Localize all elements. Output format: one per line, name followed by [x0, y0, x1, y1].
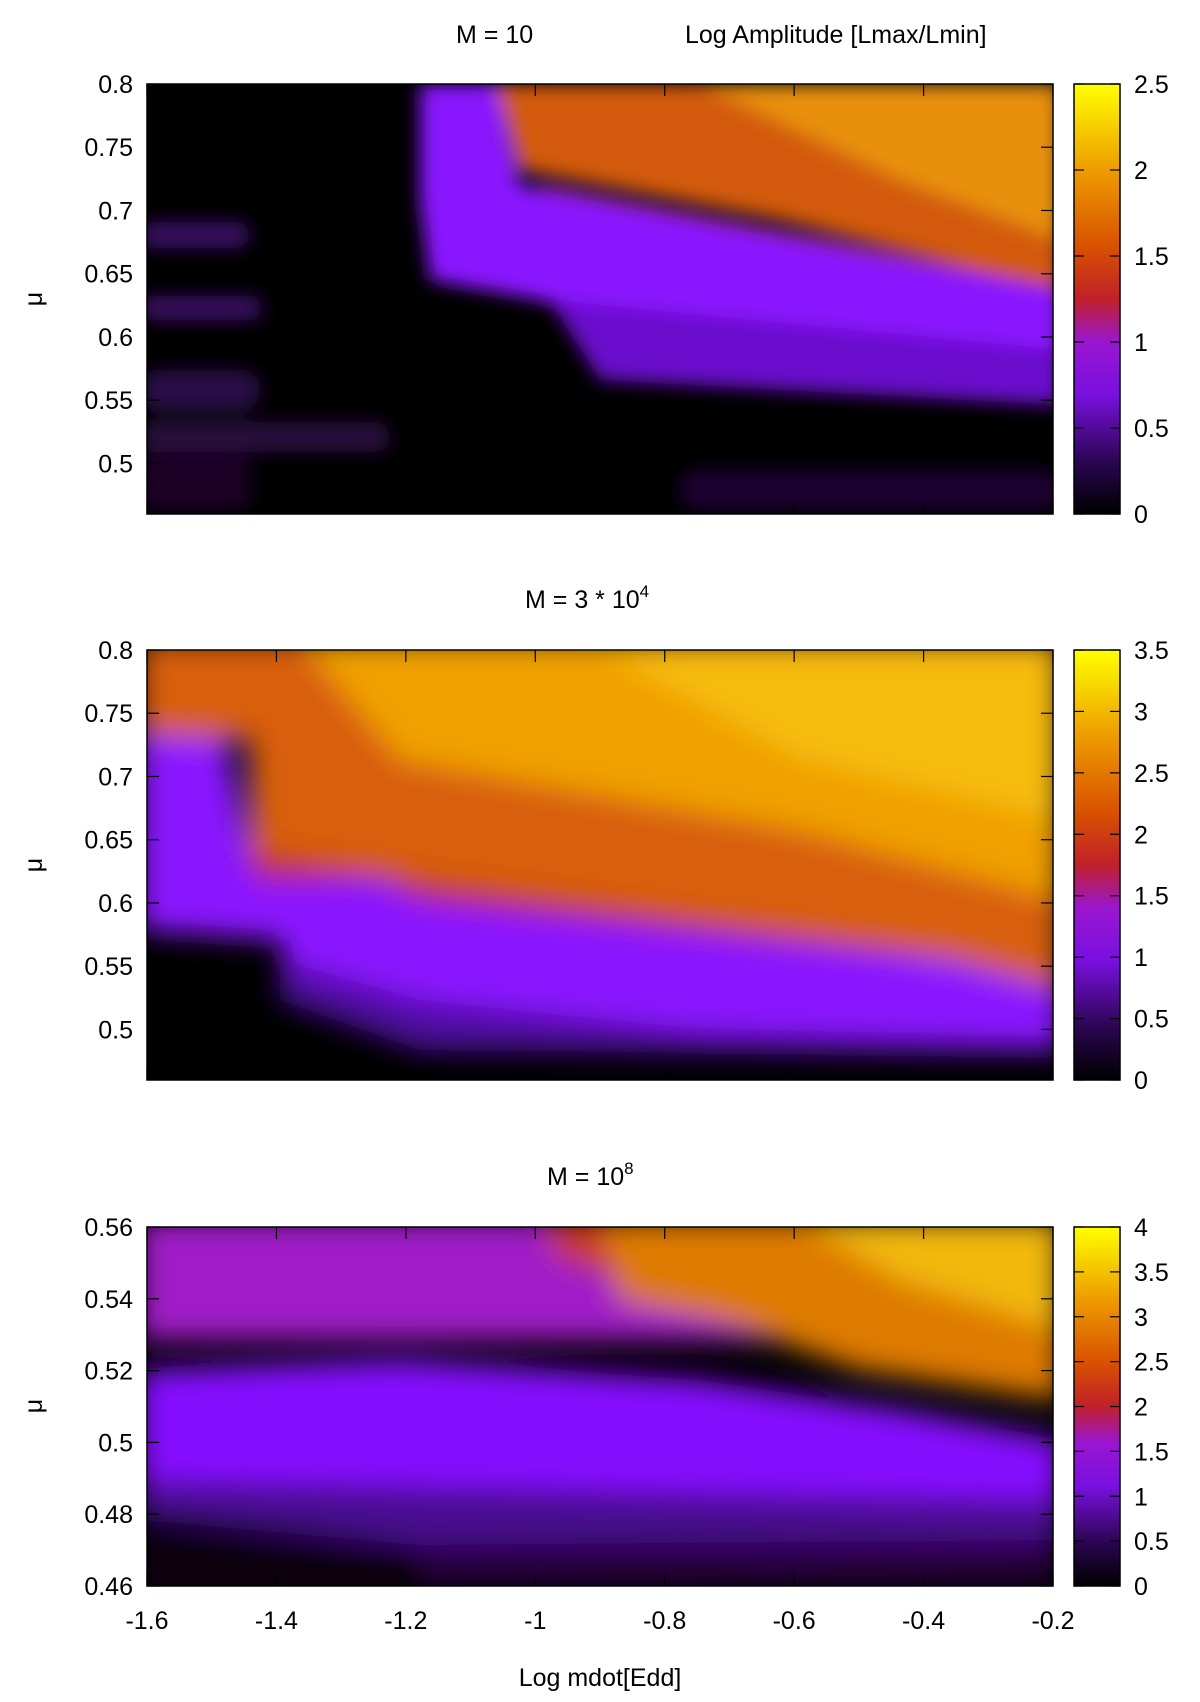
colorbar-tick-label-1-2: 1: [1134, 329, 1148, 357]
heatmap-1-streak-c: [147, 370, 260, 410]
colorbar-title: Log Amplitude [Lmax/Lmin]: [685, 21, 987, 49]
heatmap-1-streak-b: [147, 296, 262, 320]
colorbar-tick-label-2-1: 0.5: [1134, 1006, 1169, 1034]
heatmap-3-purple-lower: [420, 1540, 1050, 1580]
colorbar-tick-label-3-3: 1.5: [1134, 1438, 1169, 1466]
x-tick-label-7: -0.2: [1031, 1607, 1074, 1635]
heatmap-2: [147, 650, 1053, 1080]
colorbar-tick-label-2-0: 0: [1134, 1067, 1148, 1095]
x-ticks-3: -1.6 -1.4 -1.2 -1 -0.8 -0.6 -0.4 -0.2: [125, 1227, 1075, 1635]
y-tick-label-1-3: 0.65: [84, 261, 133, 289]
colorbar-tick-label-1-0: 0: [1134, 501, 1148, 529]
heatmap-1-streak-f: [680, 470, 1053, 510]
x-axis-label: Log mdot[Edd]: [519, 1664, 682, 1692]
colorbar-tick-label-2-7: 3.5: [1134, 637, 1169, 665]
heatmap-1-purple-lower: [550, 300, 1053, 405]
y-tick-label-3-1: 0.48: [84, 1501, 133, 1529]
colorbar-ticks-2: 0 0.5 1 1.5 2 2.5 3 3.5: [1074, 637, 1169, 1095]
y-tick-label-2-3: 0.65: [84, 827, 133, 855]
y-tick-label-2-5: 0.75: [84, 700, 133, 728]
y-ticks-3: 0.46 0.48 0.5 0.52 0.54 0.56: [84, 1214, 1053, 1601]
heatmap-1-streak-a: [147, 222, 250, 248]
x-tick-label-6: -0.4: [902, 1607, 945, 1635]
y-axis-label-1: μ: [20, 292, 48, 306]
y-tick-label-1-5: 0.75: [84, 134, 133, 162]
y-tick-label-2-4: 0.7: [98, 763, 133, 791]
plot-frame-1: [146, 83, 1054, 515]
heatmap-1-streak-d: [147, 422, 390, 452]
x-tick-label-4: -0.8: [643, 1607, 686, 1635]
plot-frame-2: [146, 649, 1054, 1081]
y-tick-label-1-2: 0.6: [98, 324, 133, 352]
panel-3: M = 108 0.460.480.50.520.540.56 -1.6 -1.4…: [20, 1159, 1169, 1692]
colorbar-tick-label-2-4: 2: [1134, 821, 1148, 849]
colorbar-tick-label-3-4: 2: [1134, 1394, 1148, 1422]
heatmap-2-purple-block: [147, 735, 255, 880]
colorbar-tick-label-2-2: 1: [1134, 944, 1148, 972]
colorbar-tick-label-3-8: 4: [1134, 1214, 1148, 1242]
y-tick-label-3-2: 0.5: [98, 1429, 133, 1457]
y-tick-label-1-1: 0.55: [84, 387, 133, 415]
heatmap-3-purple-band: [147, 1360, 1053, 1525]
heatmap-1: [147, 84, 1053, 514]
plot-frame-3: [146, 1226, 1054, 1587]
y-tick-label-1-4: 0.7: [98, 197, 133, 225]
panel-2: M = 3 * 104 0.5 0.55 0.6 0.65 0.7 0.75 0.8 0 0.…: [20, 582, 1169, 1095]
heatmap-2-yellow-region: [600, 650, 1053, 819]
y-tick-label-3-0: 0.46: [84, 1573, 133, 1601]
colorbar-tick-label-3-7: 3.5: [1134, 1259, 1169, 1287]
colorbar-tick-label-3-5: 2.5: [1134, 1349, 1169, 1377]
colorbar-ticks-3: 0 0.5 1 1.5 2 2.5 3 3.5 4: [1074, 1214, 1169, 1601]
y-tick-label-3-3: 0.52: [84, 1358, 133, 1386]
colorbar-tick-label-1-4: 2: [1134, 157, 1148, 185]
x-tick-label-2: -1.2: [384, 1607, 427, 1635]
colorbar-tick-label-1-3: 1.5: [1134, 243, 1169, 271]
colorbar-tick-label-1-5: 2.5: [1134, 71, 1169, 99]
colorbar-tick-label-3-6: 3: [1134, 1304, 1148, 1332]
y-tick-label-2-0: 0.5: [98, 1016, 133, 1044]
panel-1-title: M = 10: [456, 21, 533, 49]
heatmap-3-yellow-region: [811, 1227, 1053, 1328]
heatmap-2-purple-band: [147, 880, 1053, 1040]
y-tick-label-1-6: 0.8: [98, 71, 133, 99]
colorbar-tick-label-2-3: 1.5: [1134, 883, 1169, 911]
colorbar-tick-label-3-2: 1: [1134, 1483, 1148, 1511]
colorbar-tick-label-3-0: 0: [1134, 1573, 1148, 1601]
y-tick-label-2-1: 0.55: [84, 953, 133, 981]
colorbar-1: [1073, 83, 1121, 515]
heatmap-3: [147, 1227, 1053, 1586]
y-ticks-1: 0.5 0.55 0.6 0.65 0.7 0.75 0.8: [84, 71, 1054, 514]
colorbar-tick-label-3-1: 0.5: [1134, 1528, 1169, 1556]
colorbar-2: [1073, 649, 1121, 1081]
y-tick-label-2-2: 0.6: [98, 890, 133, 918]
y-tick-label-3-5: 0.56: [84, 1214, 133, 1242]
colorbar-tick-label-1-1: 0.5: [1134, 415, 1169, 443]
panel-2-title: M = 3 * 104: [525, 582, 649, 614]
colorbar-tick-label-2-6: 3: [1134, 698, 1148, 726]
y-ticks-2: 0.5 0.55 0.6 0.65 0.7 0.75 0.8: [84, 637, 1054, 1080]
y-tick-label-1-0: 0.5: [98, 450, 133, 478]
x-tick-label-0: -1.6: [125, 1607, 168, 1635]
y-tick-label-3-4: 0.54: [84, 1286, 133, 1314]
x-tick-label-1: -1.4: [255, 1607, 298, 1635]
heatmap-2-purple-dim: [280, 960, 1053, 1055]
heatmap-1-streak-e: [147, 455, 250, 510]
x-tick-label-5: -0.6: [773, 1607, 816, 1635]
x-tick-label-3: -1: [524, 1607, 546, 1635]
y-axis-label-3: μ: [20, 1399, 48, 1413]
colorbar-tick-label-2-5: 2.5: [1134, 760, 1169, 788]
heatmap-1-amber-region: [700, 84, 1053, 238]
panel-3-title: M = 108: [547, 1159, 634, 1191]
heatmap-3-purple-dim: [147, 1480, 1053, 1545]
y-tick-label-2-6: 0.8: [98, 637, 133, 665]
colorbar-ticks-1: 0 0.5 1 1.5 2 2.5: [1074, 71, 1169, 529]
panel-1: M = 10 Log Amplitude [Lmax/Lmin]: [20, 21, 1169, 529]
y-axis-label-2: μ: [20, 858, 48, 872]
